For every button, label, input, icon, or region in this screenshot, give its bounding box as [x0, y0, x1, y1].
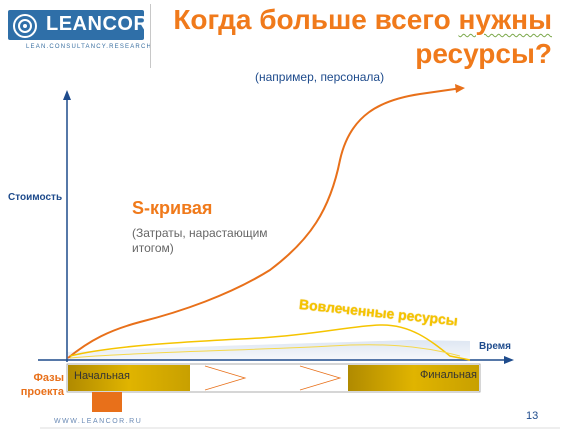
x-axis-arrow-icon	[504, 356, 514, 364]
header-divider	[150, 4, 151, 68]
y-axis-arrow-icon	[63, 90, 71, 100]
resources-band	[68, 340, 470, 360]
s-curve-title: S-кривая	[132, 198, 213, 218]
x-axis-label: Время	[479, 341, 511, 352]
footer-url: WWW.LEANCOR.RU	[54, 418, 143, 425]
title-text: Когда больше всего	[173, 4, 459, 35]
resources-curve-2	[69, 344, 461, 359]
s-curve-note: (Затраты, нарастающим итогом)	[132, 226, 268, 255]
resources-curve-1	[69, 324, 471, 361]
phases-label: Фазы проекта	[8, 371, 64, 399]
slide-subtitle: (например, персонала)	[255, 70, 385, 84]
title-underlined-word: нужны	[458, 4, 552, 35]
phase-start-label: Начальная	[74, 370, 130, 382]
logo-tagline: LEAN.CONSULTANCY.RESEARCH	[26, 44, 153, 50]
phase-final-block	[348, 365, 479, 391]
s-curve-arrow-icon	[455, 84, 465, 93]
phases-label-line2: проекта	[20, 386, 64, 398]
phase-chevron-1	[204, 365, 247, 391]
phase-start-block	[68, 365, 190, 391]
s-curve-line	[67, 87, 463, 359]
y-axis-label: Стоимость	[8, 192, 63, 203]
slide-title-line1: Когда больше всего нужны	[173, 4, 552, 36]
phase-marker	[92, 392, 122, 412]
page-number: 13	[526, 410, 539, 422]
phase-chevron-2	[299, 365, 342, 391]
phase-final-label: Финальная	[420, 369, 477, 381]
logo-text: LEANCOR	[46, 13, 149, 35]
phases-label-line1: Фазы	[33, 372, 64, 384]
logo-emblem-icon	[13, 14, 37, 38]
slide-title-line2: ресурсы?	[415, 38, 552, 69]
